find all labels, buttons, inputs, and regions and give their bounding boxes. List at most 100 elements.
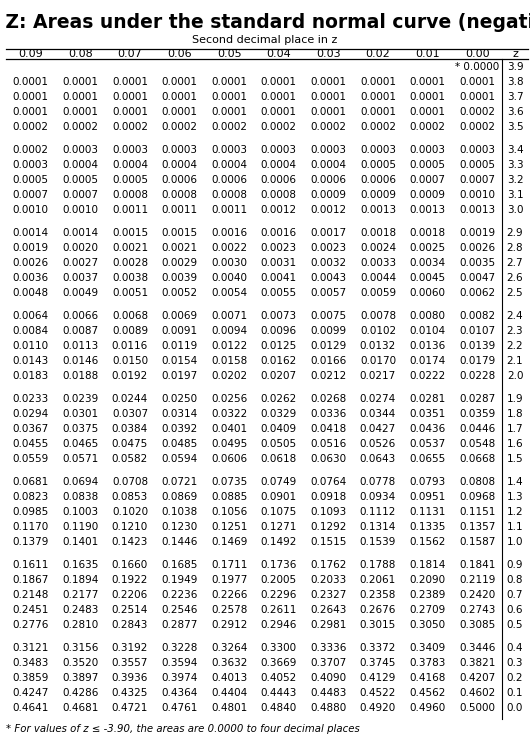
- Text: 0.0001: 0.0001: [63, 77, 99, 88]
- Text: 0.0250: 0.0250: [162, 394, 198, 404]
- Text: 0.0002: 0.0002: [311, 122, 347, 133]
- Text: 0.0170: 0.0170: [360, 356, 396, 366]
- Text: 0.0084: 0.0084: [13, 326, 49, 336]
- Text: 0.2578: 0.2578: [211, 604, 248, 615]
- Text: 0.0001: 0.0001: [112, 92, 148, 103]
- Text: 0.0197: 0.0197: [162, 371, 198, 381]
- Text: 1.9: 1.9: [507, 394, 523, 404]
- Text: 0.0207: 0.0207: [261, 371, 297, 381]
- Text: 0.0301: 0.0301: [63, 409, 99, 419]
- Text: 0.1949: 0.1949: [162, 574, 198, 585]
- Text: 0.0934: 0.0934: [360, 492, 396, 502]
- Text: 0.0001: 0.0001: [360, 92, 396, 103]
- Text: 0.0002: 0.0002: [162, 122, 198, 133]
- Text: 0.0002: 0.0002: [459, 107, 495, 118]
- Text: 0.0073: 0.0073: [261, 311, 297, 321]
- Text: 0.0027: 0.0027: [63, 258, 99, 268]
- Text: 0.2546: 0.2546: [162, 604, 198, 615]
- Text: 0.4364: 0.4364: [162, 688, 198, 697]
- Text: 0.2912: 0.2912: [211, 619, 248, 630]
- Text: 0.0228: 0.0228: [459, 371, 496, 381]
- Text: 0.4052: 0.4052: [261, 673, 297, 682]
- Text: 0.0192: 0.0192: [112, 371, 148, 381]
- Text: 0.0918: 0.0918: [310, 492, 347, 502]
- Text: 0.0011: 0.0011: [162, 205, 198, 215]
- Text: 3.0: 3.0: [507, 205, 523, 215]
- Text: 0.0007: 0.0007: [459, 175, 495, 185]
- Text: 2.3: 2.3: [507, 326, 523, 336]
- Text: 0.4483: 0.4483: [310, 688, 347, 697]
- Text: 0.2148: 0.2148: [13, 589, 49, 600]
- Text: 0.0014: 0.0014: [63, 228, 99, 238]
- Text: * For values of z ≤ -3.90, the areas are 0.0000 to four decimal places: * For values of z ≤ -3.90, the areas are…: [6, 724, 360, 734]
- Text: 0.0043: 0.0043: [311, 273, 347, 283]
- Text: 0.0012: 0.0012: [261, 205, 297, 215]
- Text: 0.0012: 0.0012: [311, 205, 347, 215]
- Text: 1.2: 1.2: [507, 507, 523, 517]
- Text: 0.4602: 0.4602: [459, 688, 496, 697]
- Text: 0.3300: 0.3300: [261, 643, 297, 653]
- Text: 0.0015: 0.0015: [112, 228, 148, 238]
- Text: 0.0001: 0.0001: [311, 92, 347, 103]
- Text: 0.0059: 0.0059: [360, 288, 396, 298]
- Text: 0.0005: 0.0005: [360, 160, 396, 170]
- Text: 0.0096: 0.0096: [261, 326, 297, 336]
- Text: 0.0023: 0.0023: [261, 243, 297, 253]
- Text: 2.4: 2.4: [507, 311, 523, 321]
- Text: 0.0008: 0.0008: [112, 190, 148, 200]
- Text: 0.0094: 0.0094: [211, 326, 248, 336]
- Text: 0.4168: 0.4168: [409, 673, 446, 682]
- Text: 0.0034: 0.0034: [410, 258, 446, 268]
- Text: 0.0505: 0.0505: [261, 439, 297, 449]
- Text: 0.0239: 0.0239: [63, 394, 99, 404]
- Text: 0.0222: 0.0222: [410, 371, 446, 381]
- Text: 0.0630: 0.0630: [311, 454, 347, 464]
- Text: 0.2483: 0.2483: [62, 604, 99, 615]
- Text: 1.3: 1.3: [507, 492, 523, 502]
- Text: 0.0045: 0.0045: [410, 273, 446, 283]
- Text: 0.3520: 0.3520: [63, 658, 99, 667]
- Text: 0.0038: 0.0038: [112, 273, 148, 283]
- Text: 0.0001: 0.0001: [311, 77, 347, 88]
- Text: 0.7: 0.7: [507, 589, 523, 600]
- Text: 0.1151: 0.1151: [459, 507, 496, 517]
- Text: 0.1814: 0.1814: [409, 560, 446, 570]
- Text: 0.0007: 0.0007: [63, 190, 99, 200]
- Text: 0.0015: 0.0015: [162, 228, 198, 238]
- Text: 0.0001: 0.0001: [211, 107, 247, 118]
- Text: 0.1539: 0.1539: [360, 537, 396, 547]
- Text: 0.3859: 0.3859: [13, 673, 49, 682]
- Text: 0.0001: 0.0001: [311, 107, 347, 118]
- Text: 0.1736: 0.1736: [261, 560, 297, 570]
- Text: z: z: [512, 49, 518, 59]
- Text: 0.0062: 0.0062: [459, 288, 495, 298]
- Text: 0.2296: 0.2296: [261, 589, 297, 600]
- Text: 0.0392: 0.0392: [162, 424, 198, 434]
- Text: 1.6: 1.6: [507, 439, 523, 449]
- Text: 0.1335: 0.1335: [409, 522, 446, 532]
- Text: 0.3821: 0.3821: [459, 658, 496, 667]
- Text: 0.0060: 0.0060: [410, 288, 446, 298]
- Text: 0.0006: 0.0006: [261, 175, 297, 185]
- Text: 0.0048: 0.0048: [13, 288, 49, 298]
- Text: 0.2061: 0.2061: [360, 574, 396, 585]
- Text: 0.04: 0.04: [267, 49, 291, 59]
- Text: 0.0001: 0.0001: [162, 77, 198, 88]
- Text: 2.0: 2.0: [507, 371, 523, 381]
- Text: 1.5: 1.5: [507, 454, 523, 464]
- Text: 0.1112: 0.1112: [360, 507, 396, 517]
- Text: 0.0281: 0.0281: [410, 394, 446, 404]
- Text: 0.1660: 0.1660: [112, 560, 148, 570]
- Text: 0.4325: 0.4325: [112, 688, 148, 697]
- Text: 0.1271: 0.1271: [261, 522, 297, 532]
- Text: 0.0005: 0.0005: [459, 160, 495, 170]
- Text: 0.0001: 0.0001: [63, 107, 99, 118]
- Text: 2.1: 2.1: [507, 356, 523, 366]
- Text: 0.4247: 0.4247: [13, 688, 49, 697]
- Text: 0.2: 0.2: [507, 673, 523, 682]
- Text: 0.1922: 0.1922: [112, 574, 148, 585]
- Text: 0.0018: 0.0018: [410, 228, 446, 238]
- Text: 0.4761: 0.4761: [162, 703, 198, 712]
- Text: 0.0764: 0.0764: [310, 477, 347, 487]
- Text: 0.0001: 0.0001: [112, 77, 148, 88]
